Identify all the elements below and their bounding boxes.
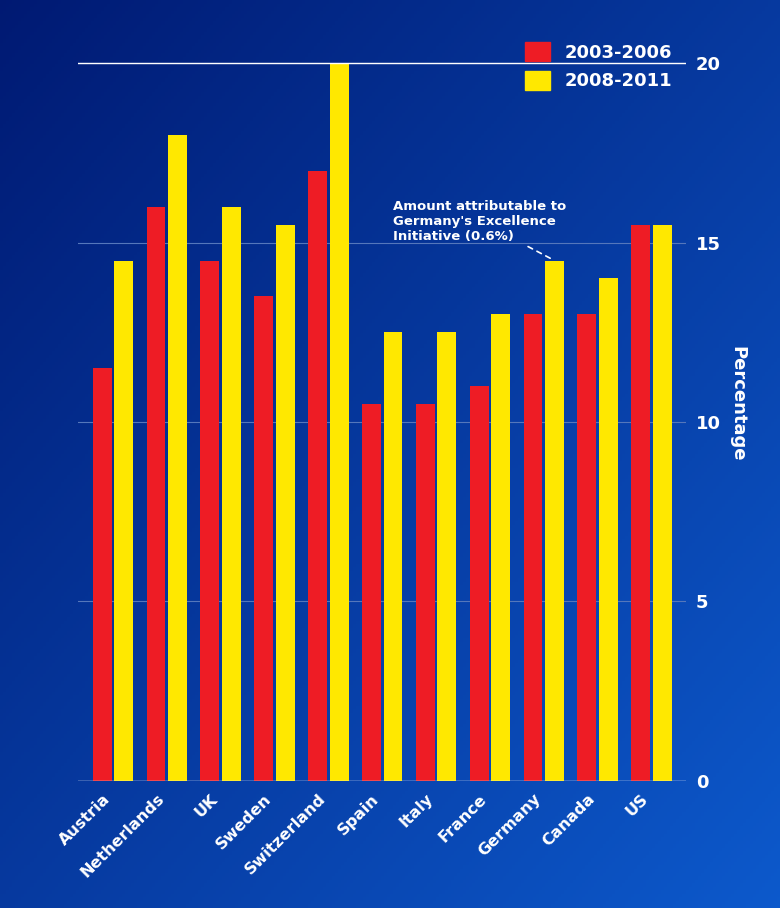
Text: Amount attributable to
Germany's Excellence
Initiative (0.6%): Amount attributable to Germany's Excelle…	[393, 200, 566, 259]
Bar	[577, 314, 596, 781]
Bar	[653, 224, 672, 781]
Bar	[470, 386, 488, 781]
Bar	[438, 332, 456, 781]
Bar	[254, 296, 273, 781]
Bar	[631, 224, 650, 781]
Bar	[276, 224, 295, 781]
Bar	[168, 135, 187, 781]
Bar	[523, 314, 542, 781]
Bar	[147, 207, 165, 781]
Bar	[93, 368, 112, 781]
Bar	[599, 279, 618, 781]
Bar	[545, 261, 564, 781]
Bar	[308, 171, 327, 781]
Bar	[362, 404, 381, 781]
Bar	[200, 261, 219, 781]
Bar	[384, 332, 402, 781]
Bar	[416, 404, 434, 781]
Bar	[330, 64, 349, 781]
Legend: 2003-2006, 2008-2011: 2003-2006, 2008-2011	[519, 36, 677, 96]
Y-axis label: Percentage: Percentage	[728, 346, 746, 462]
Bar	[222, 207, 241, 781]
Bar	[115, 261, 133, 781]
Bar	[491, 314, 510, 781]
